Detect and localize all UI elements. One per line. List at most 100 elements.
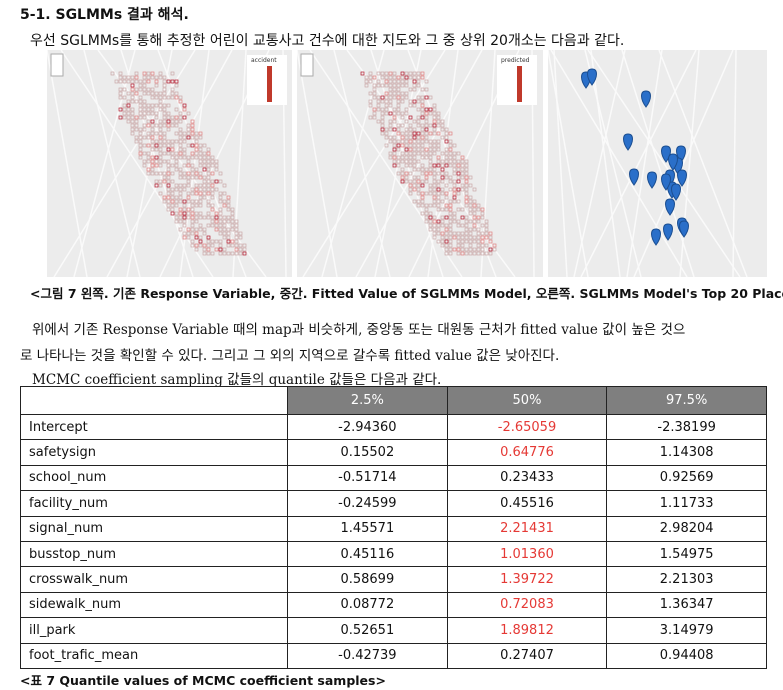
grid-cell [388,103,393,108]
grid-cell [416,79,421,84]
road [633,50,734,277]
grid-cell [186,171,191,176]
grid-cell [480,243,485,248]
grid-cell [194,143,199,148]
grid-cell [202,175,207,180]
grid-cell [396,171,401,176]
grid-cell [404,179,409,184]
grid-cell [436,147,441,152]
grid-cell [436,203,441,208]
grid-cell [182,207,187,212]
grid-cell [234,227,239,232]
grid-cell [198,143,203,148]
grid-cell [242,251,247,256]
grid-cell [440,219,445,224]
grid-cell [210,207,215,212]
grid-cell [174,139,179,144]
grid-cell [416,139,421,144]
road [550,50,688,277]
grid-cell [182,103,187,108]
grid-cell [400,111,405,116]
grid-cell [194,135,199,140]
grid-cell [480,211,485,216]
grid-cell [400,171,405,176]
grid-cell [198,131,203,136]
grid-cell [154,111,159,116]
grid-cell [162,119,167,124]
grid-cell [210,155,215,160]
grid-cell [146,87,151,92]
grid-cell [428,151,433,156]
grid-cell [126,107,131,112]
grid-cell [162,123,167,128]
grid-cell [448,247,453,252]
grid-cell [428,203,433,208]
grid-cell [400,151,405,156]
grid-cell [154,159,159,164]
grid-cell [436,143,441,148]
grid-cell [464,195,469,200]
grid-cell [464,191,469,196]
grid-cell [448,147,453,152]
grid-cell [150,75,155,80]
grid-cell [202,191,207,196]
grid-cell [170,147,175,152]
grid-cell [444,147,449,152]
grid-cell [468,175,473,180]
grid-cell [194,155,199,160]
grid-cell [432,111,437,116]
grid-cell [126,119,131,124]
grid-cell [202,183,207,188]
grid-cell [404,83,409,88]
grid-cell [206,167,211,172]
grid-cell [194,235,199,240]
grid-cell [174,155,179,160]
grid-cell [226,195,231,200]
grid-cell [476,235,481,240]
grid-cell [218,239,223,244]
table-cell: 1.89812 [446,617,608,644]
grid-cell [154,103,159,108]
grid-cell [460,155,465,160]
grid-cell [444,127,449,132]
grid-cell [472,247,477,252]
table-cell: 1.54975 [606,540,767,568]
grid-cell [428,131,433,136]
grid-cell [464,167,469,172]
grid-cell [142,159,147,164]
road [297,50,338,277]
grid-cell [222,219,227,224]
grid-cell [154,179,159,184]
grid-cell [416,71,421,76]
grid-cell [444,191,449,196]
grid-cell [118,95,123,100]
grid-cell [408,139,413,144]
grid-cell [472,187,477,192]
grid-cell [416,199,421,204]
grid-cell [436,195,441,200]
grid-cell [412,179,417,184]
grid-cell [440,119,445,124]
header-cell [19,386,289,415]
grid-cell [174,151,179,156]
grid-cell [440,199,445,204]
grid-cell [234,219,239,224]
grid-cell [198,135,203,140]
grid-cell [198,155,203,160]
grid-cell [222,183,227,188]
road [590,50,621,277]
grid-cell [416,119,421,124]
grid-cell [150,119,155,124]
grid-cell [444,227,449,232]
grid-cell [166,79,171,84]
grid-cell [150,147,155,152]
grid-cell [138,79,143,84]
grid-cell [214,211,219,216]
grid-cell [182,155,187,160]
grid-cell [138,143,143,148]
grid-cell [178,207,183,212]
grid-cell [130,111,135,116]
grid-cell [368,115,373,120]
grid-cell [174,159,179,164]
grid-cell [444,139,449,144]
